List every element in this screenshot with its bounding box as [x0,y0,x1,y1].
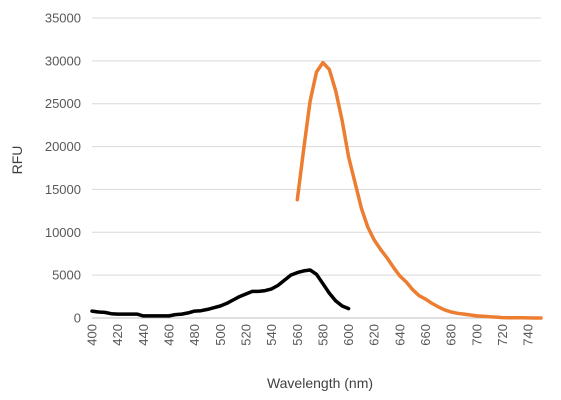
y-tick-label: 0 [74,311,81,326]
x-tick-label: 740 [521,324,536,346]
x-tick-label: 440 [136,324,151,346]
x-tick-label: 540 [264,324,279,346]
x-tick-label: 500 [213,324,228,346]
x-axis-title: Wavelength (nm) [267,375,373,391]
x-tick-label: 480 [187,324,202,346]
x-tick-label: 640 [392,324,407,346]
x-tick-label: 420 [110,324,125,346]
y-tick-label: 5000 [52,268,81,283]
x-tick-label: 720 [495,324,510,346]
x-tick-label: 400 [85,324,100,346]
series-line-1 [90,268,351,318]
x-tick-label: 680 [444,324,459,346]
x-tick-label: 600 [341,324,356,346]
y-tick-label: 30000 [45,53,81,68]
x-tick-label: 520 [238,324,253,346]
y-axis-ticks: 0 5000 10000 15000 20000 25000 30000 35000 [45,11,81,326]
y-tick-label: 10000 [45,225,81,240]
y-axis-title: RFU [9,146,25,175]
y-tick-label: 20000 [45,139,81,154]
y-tick-label: 25000 [45,96,81,111]
y-tick-label: 35000 [45,11,81,26]
x-tick-label: 460 [161,324,176,346]
gridlines [92,17,541,319]
x-tick-label: 660 [418,324,433,346]
x-tick-label: 620 [367,324,382,346]
series-lines [90,60,543,320]
x-tick-label: 560 [290,324,305,346]
x-tick-label: 700 [469,324,484,346]
series-line-2 [295,60,543,320]
x-axis-ticks: 400 420 440 460 480 500 520 540 560 580 600 620 640 6… [85,324,536,346]
y-tick-label: 15000 [45,182,81,197]
x-tick-label: 580 [315,324,330,346]
